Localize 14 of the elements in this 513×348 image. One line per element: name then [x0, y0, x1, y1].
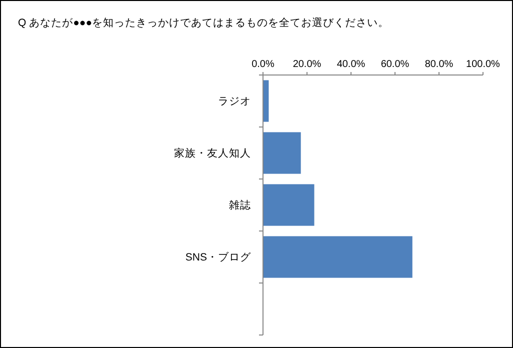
bar	[263, 184, 314, 226]
y-tick-label: 雑誌	[229, 198, 251, 212]
x-tick-label: 80.0%	[424, 59, 454, 70]
x-tick-label: 20.0%	[292, 59, 322, 70]
x-tick-label: 100.0%	[466, 59, 500, 70]
x-tick-label: 0.0%	[252, 59, 275, 70]
chart-title: Q あなたが●●●を知ったきっかけであてはまるものを全てお選びください。	[18, 17, 390, 29]
bar	[263, 132, 301, 174]
y-tick-label: ラジオ	[218, 96, 251, 108]
x-tick-label: 60.0%	[380, 59, 410, 70]
y-tick-label: 家族・友人知人	[174, 146, 251, 160]
bar	[263, 236, 412, 278]
x-tick-label: 40.0%	[336, 59, 366, 70]
y-tick-label: SNS・ブログ	[185, 250, 252, 264]
